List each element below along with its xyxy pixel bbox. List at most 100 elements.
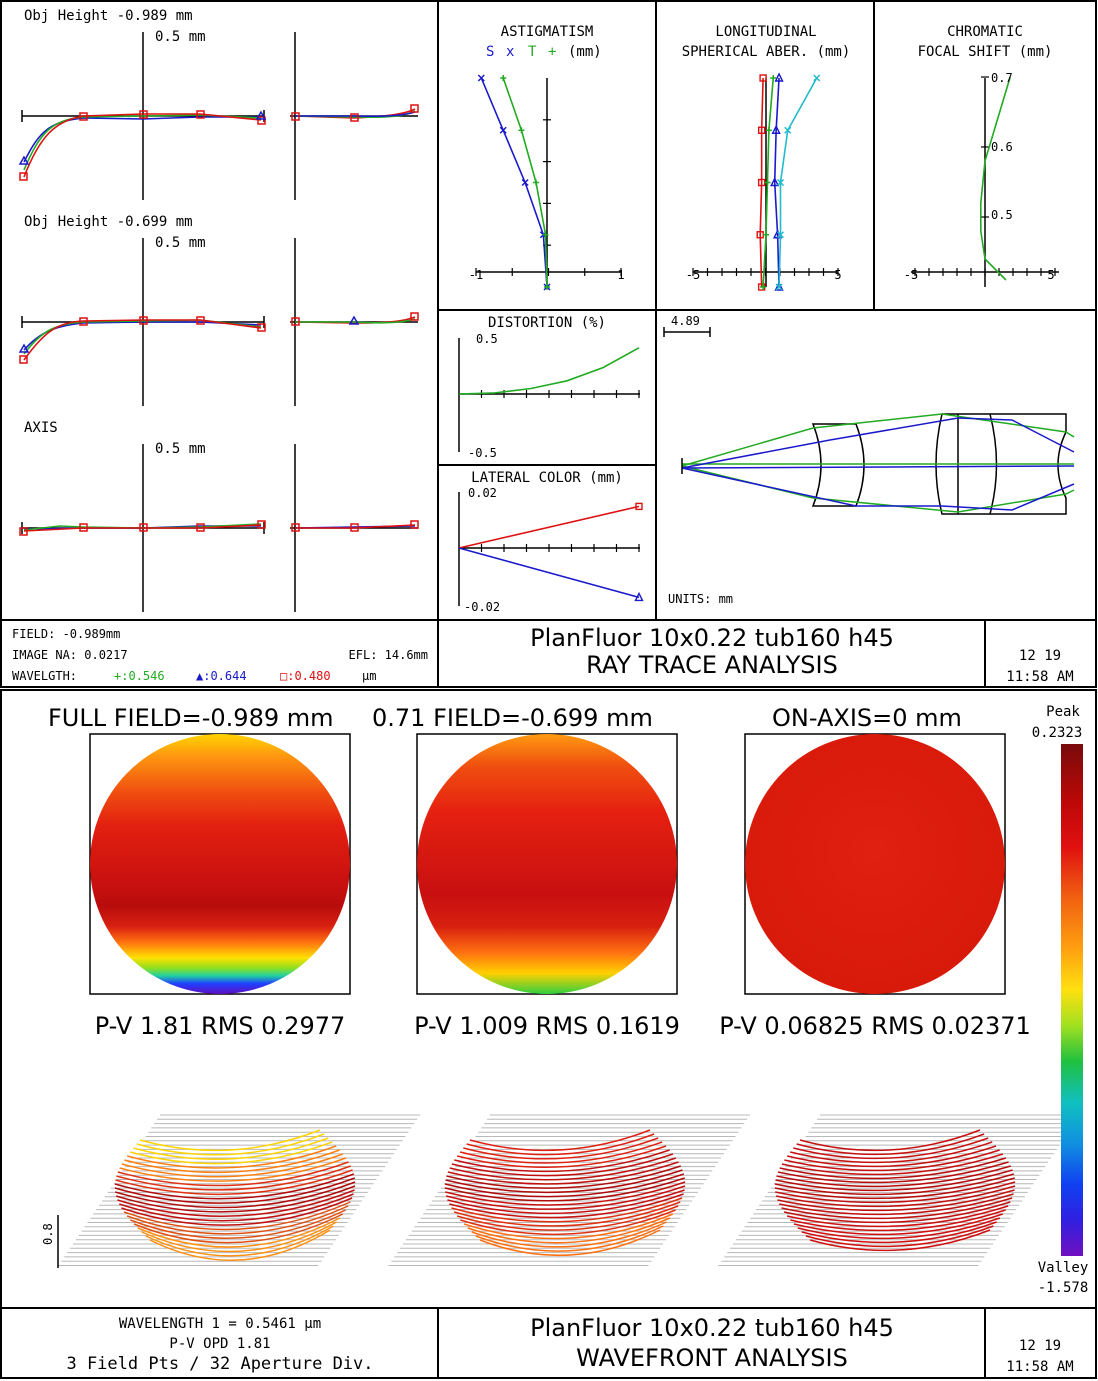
- iso-axis-contour: [775, 1185, 1016, 1208]
- iso-full-contour: [145, 1225, 334, 1257]
- iso-full-contour: [137, 1217, 341, 1248]
- long-point: [771, 124, 781, 134]
- fan-marker: [410, 104, 419, 113]
- astig-legend-t-mark: +: [548, 44, 556, 60]
- astig-point: [499, 126, 507, 134]
- astigmatism-plot: [475, 74, 622, 291]
- lat-tick-bottom: -0.02: [464, 600, 500, 614]
- dist-title: DISTORTION (%): [488, 315, 606, 331]
- iso-axis-contour: [801, 1221, 997, 1244]
- wave-info-3: 3 Field Pts / 32 Aperture Div.: [66, 1354, 373, 1374]
- long-point: [776, 231, 785, 239]
- peak-value: 0.2323: [1032, 725, 1083, 741]
- chrom-tick-06: 0.6: [991, 140, 1013, 154]
- color-scale-bar: [1061, 744, 1083, 1256]
- isometric-wavefront-plots: [58, 1114, 1080, 1266]
- fan-marker: [79, 112, 88, 121]
- iso-mid-contour: [463, 1213, 674, 1240]
- astig-title: ASTIGMATISM: [501, 24, 594, 40]
- dist-tick-top: 0.5: [476, 332, 498, 346]
- fan-marker: [348, 315, 360, 325]
- long-title-1: LONGITUDINAL: [715, 24, 816, 40]
- iso-mid-contour: [446, 1165, 681, 1189]
- distortion-plot: [458, 338, 640, 452]
- fan-scale-1: 0.5 mm: [155, 29, 206, 45]
- ray-blue-lower: [681, 467, 1075, 511]
- fan-marker: [255, 110, 267, 120]
- iso-mid-contour: [479, 1229, 661, 1257]
- fan-scale-3: 0.5 mm: [155, 441, 206, 457]
- wave-title: PlanFluor 10x0.22 tub160 h45: [530, 1314, 894, 1342]
- ray-time: 11:58 AM: [1006, 669, 1073, 685]
- lateral-color-plot: [458, 492, 644, 606]
- iso-full-contour: [133, 1213, 344, 1244]
- fan-marker: [196, 110, 205, 119]
- iso-mid-contour: [471, 1221, 667, 1248]
- iso-axis-contour: [779, 1157, 1007, 1180]
- image-na: IMAGE NA: 0.0217: [12, 648, 128, 662]
- long-point: [775, 283, 783, 291]
- astig-point: [533, 179, 540, 186]
- iso-mid-contour: [447, 1189, 685, 1215]
- fan-marker: [257, 520, 266, 529]
- iso-mid-contour: [459, 1141, 663, 1164]
- ray-date: 12 19: [1019, 648, 1061, 664]
- dist-curve: [458, 347, 640, 395]
- iso-axis-contour: [776, 1165, 1011, 1188]
- chrom-title-1: CHROMATIC: [947, 24, 1023, 40]
- long-title-2: SPHERICAL ABER. (mm): [682, 44, 851, 60]
- iso-axis-contour: [774, 1177, 1015, 1200]
- longitudinal-plot: [692, 72, 839, 291]
- iso-scale-label: 0.8: [41, 1223, 55, 1245]
- iso-mid-contour: [466, 1133, 655, 1156]
- iso-mid-contour: [447, 1161, 679, 1185]
- astig-point: [544, 284, 550, 290]
- iso-mid-contour: [456, 1205, 679, 1231]
- wave-field-axis: ON-AXIS=0 mm: [772, 704, 962, 732]
- long-point: [765, 127, 772, 134]
- ray-green-upper: [681, 413, 1075, 467]
- wave-stats-mid: P-V 1.009 RMS 0.1619: [414, 1012, 680, 1040]
- long-point: [760, 284, 767, 290]
- fan-marker: [196, 523, 205, 532]
- iso-axis-contour: [781, 1197, 1013, 1220]
- fan-label-mid: Obj Height -0.699 mm: [24, 214, 193, 230]
- iso-axis-contour: [781, 1153, 1004, 1176]
- valley-value: -1.578: [1038, 1280, 1089, 1296]
- field-text: FIELD: -0.989mm: [12, 627, 120, 641]
- long-point: [813, 74, 821, 82]
- iso-mid-contour: [451, 1153, 674, 1177]
- wave-field-mid: 0.71 FIELD=-0.699 mm: [372, 704, 653, 732]
- iso-full-contour: [136, 1133, 325, 1156]
- wavefront-map-full: [89, 733, 351, 995]
- astig-point: [542, 231, 549, 238]
- chrom-tick-07: 0.7: [991, 71, 1013, 85]
- iso-axis-contour: [805, 1225, 994, 1248]
- fan-marker: [19, 355, 28, 364]
- wave-date: 12 19: [1019, 1338, 1061, 1354]
- iso-mid-contour: [449, 1157, 677, 1181]
- peak-label: Peak: [1046, 704, 1080, 720]
- fan-axis-sag-red: [295, 524, 416, 529]
- long-point: [764, 179, 771, 186]
- iso-mid-contour: [469, 1129, 651, 1152]
- lat-curve: [458, 547, 640, 599]
- iso-full-contour: [124, 1149, 340, 1174]
- iso-mid-contour: [456, 1145, 667, 1168]
- long-curve: [773, 77, 780, 288]
- long-point: [770, 75, 777, 81]
- long-point: [763, 231, 769, 238]
- fan-marker: [350, 113, 359, 122]
- wavefront-map-mid: [416, 733, 678, 995]
- lens-element-1: [811, 423, 865, 507]
- astig-unit: (mm): [568, 44, 602, 60]
- fan-marker: [18, 343, 30, 353]
- wave-stats-full: P-V 1.81 RMS 0.2977: [95, 1012, 346, 1040]
- iso-axis-contour: [777, 1161, 1009, 1184]
- fan-marker: [291, 523, 300, 532]
- iso-mid-contour: [444, 1173, 685, 1198]
- long-point: [774, 72, 784, 82]
- long-point: [774, 281, 784, 291]
- lens-scale-label: 4.89: [671, 314, 700, 328]
